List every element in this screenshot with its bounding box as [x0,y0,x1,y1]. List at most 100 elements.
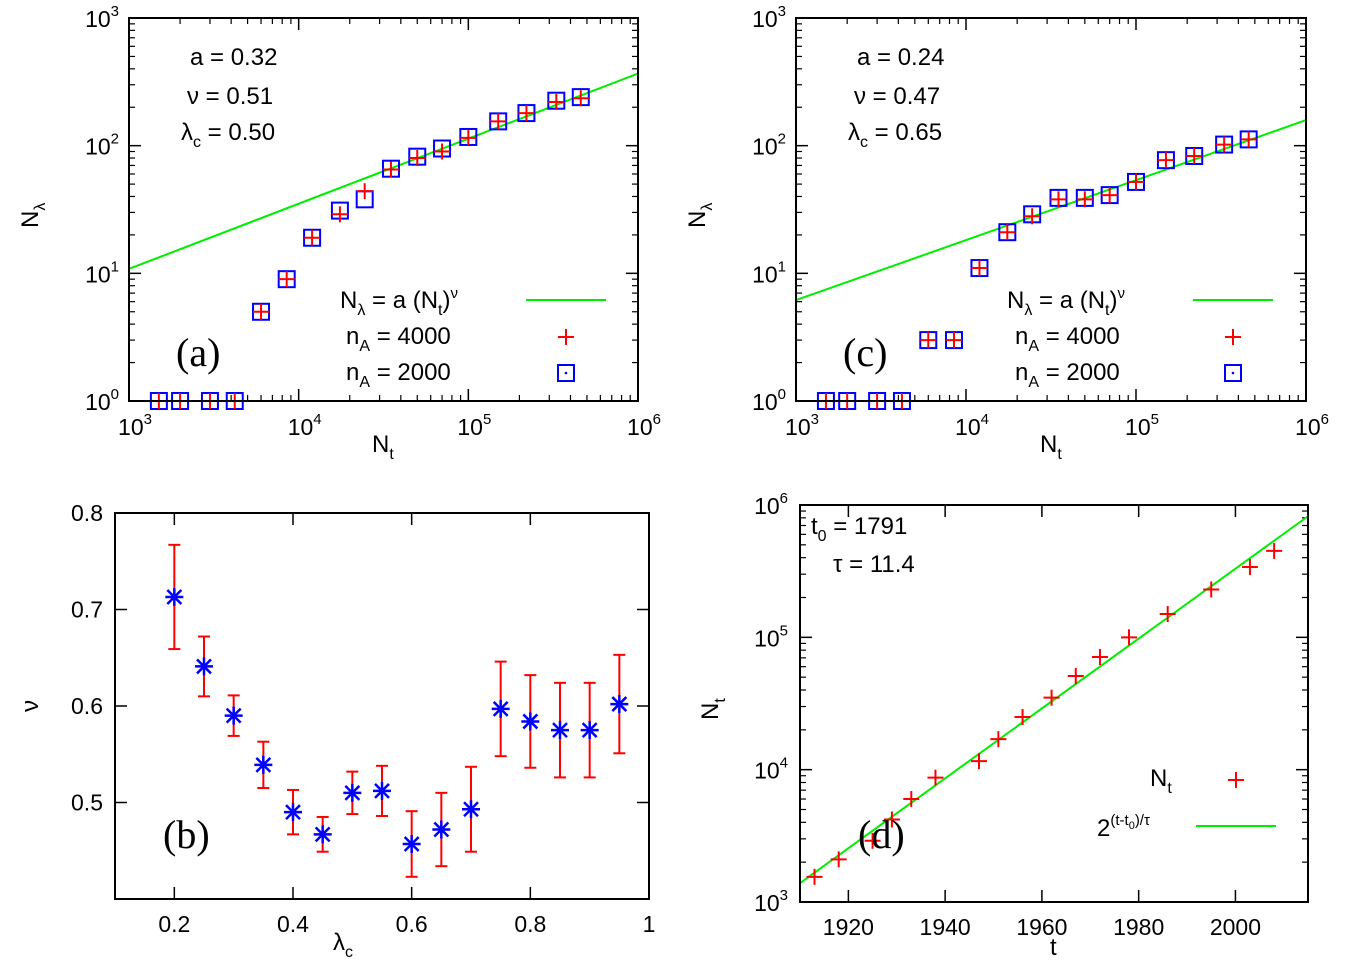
data-point-nA-4000 [1050,191,1067,208]
data-point-nA-4000 [1216,136,1233,153]
data-point-nu [254,755,273,774]
annotation-a: a = 0.24 [857,44,944,71]
x-tick-label: 1 [643,911,656,937]
data-point-Nt [1043,689,1060,706]
marker-stroke [285,804,301,821]
data-point-nA-4000 [278,271,295,288]
marker-stroke [433,821,450,838]
data-point-nu [165,587,184,606]
legend-marker-nA-4000 [1225,329,1241,345]
x-tick-label: 106 [1295,411,1329,440]
x-tick-label: 105 [457,411,491,440]
x-axis-label: Nt [372,431,394,463]
data-point-nu [224,706,243,725]
data-point-nu [313,825,332,844]
annotation-t0: t0 = 1791 [811,513,907,545]
data-point-nA-4000 [572,90,589,107]
data-point-Nt [1159,606,1176,623]
y-tick-label: 101 [752,258,786,287]
data-point-Nt [1120,629,1137,646]
legend-series1-label: Nt [1150,765,1172,797]
plot-frame [128,17,639,402]
panel-a: 103 104 105 106 100 101 102 103 a = 0.32 ν = 0.… [17,3,661,463]
data-point-nu [521,712,540,731]
marker-stroke [403,836,420,852]
data-point-Nt [1014,709,1031,726]
marker-stroke [522,713,539,730]
legend-marker-dot [564,371,568,375]
annotation-lambda: λc = 0.50 [181,119,275,151]
data-point-nA-4000 [304,229,321,246]
marker-outline [1224,364,1242,382]
data-point-nA-4000 [1128,173,1144,190]
annotation-a: a = 0.32 [190,44,277,71]
y-tick-label: 0.5 [71,790,103,816]
legend-marker-Nt [1228,772,1244,788]
data-point-nu [373,781,391,800]
data-point-Nt [830,851,847,868]
legend-series1-label: nA = 4000 [1015,323,1120,355]
annotation-nu: ν = 0.51 [187,83,273,110]
y-tick-label: 0.6 [71,693,103,719]
y-axis-label: Nλ [684,203,716,228]
legend-marker-nA-2000 [1224,364,1242,382]
x-axis-label: t [1050,934,1057,961]
data-point-nA-4000 [946,332,963,349]
x-tick-label: 103 [118,411,152,440]
y-tick-label: 103 [85,3,119,32]
legend-marker-nA-4000 [558,329,574,345]
x-axis-label: Nt [1040,431,1062,463]
marker-stroke [344,784,361,801]
marker-stroke [552,722,568,739]
x-tick-label: 0.4 [277,911,309,937]
legend-series2-label: nA = 2000 [346,359,451,391]
annotation-tau: τ = 11.4 [833,551,915,578]
panel-label: (b) [163,812,210,857]
y-tick-label: 104 [754,755,788,784]
data-point-nA-4000 [460,129,477,146]
plot-frame [799,504,1309,903]
data-point-nA-4000 [548,93,565,110]
data-point-nA-4000 [1186,147,1203,164]
data-point-Nt [1091,649,1108,666]
data-point-Nt [990,731,1007,748]
data-point-nA-4000 [356,183,373,200]
data-point-nA-4000 [1024,208,1041,225]
data-point-nA-4000 [409,150,426,167]
x-tick-label: 103 [785,411,819,440]
x-tick-label: 1920 [823,914,874,940]
data-point-nA-4000 [331,206,348,223]
y-tick-label: 106 [754,490,788,519]
x-tick-label: 1960 [1016,914,1067,940]
panel-label: (d) [858,812,905,857]
y-tick-label: 102 [752,131,786,160]
y-tick-label: 105 [754,622,788,651]
x-tick-label: 105 [1125,411,1159,440]
annotation-nu: ν = 0.47 [854,83,940,110]
marker-outline [557,364,575,382]
y-tick-label: 0.8 [71,500,103,526]
data-point-nA-4000 [999,224,1016,241]
marker-stroke [611,696,628,712]
data-point-Nt [864,832,881,849]
legend-fit-label: 2(t-t0)/τ [1097,812,1150,842]
x-tick-label: 104 [288,411,322,440]
panel-c: 103 104 105 106 100 101 102 103 a = 0.24 ν = 0.… [684,3,1329,463]
y-tick-label: 103 [754,887,788,916]
panel-b: 0.2 0.4 0.6 0.8 1 0.5 0.6 0.7 0.8 (b) λc ν [17,500,655,961]
x-axis-label: λc [333,929,353,961]
data-point-nA-4000 [971,260,988,277]
data-point-Nt [971,753,988,770]
data-point-nu [195,657,213,676]
marker-stroke [255,756,272,773]
data-point-Nt [927,769,944,786]
x-tick-label: 106 [627,411,661,440]
data-point-nA-4000 [382,161,399,178]
marker-stroke [374,783,390,799]
data-point-nu [610,695,629,714]
data-point-nu [462,800,480,819]
y-tick-label: 103 [752,3,786,32]
y-tick-label: 100 [85,386,119,415]
x-tick-label: 1940 [920,914,971,940]
data-point-nA-4000 [1157,152,1174,169]
